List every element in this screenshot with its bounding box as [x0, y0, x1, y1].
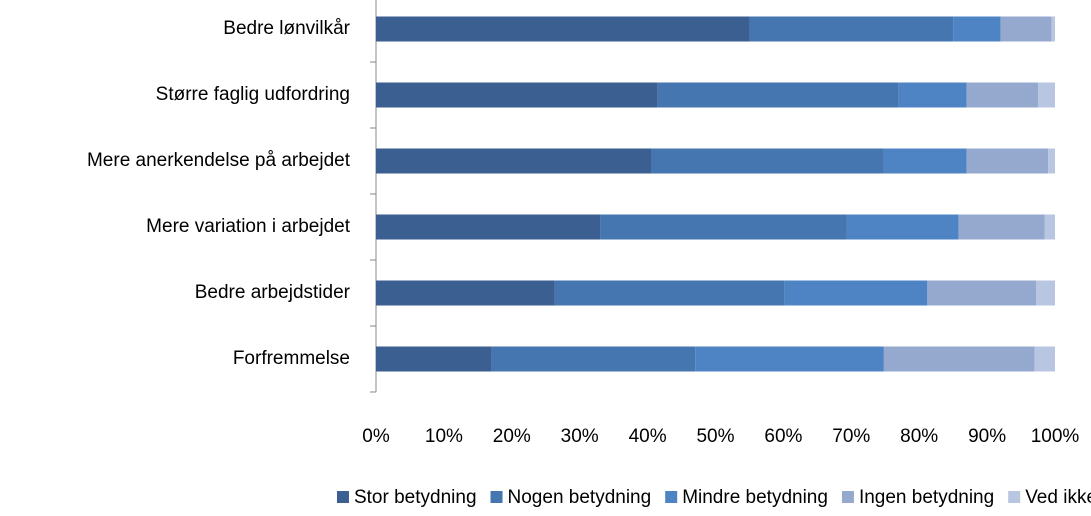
bar-segment [883, 346, 1035, 372]
legend-label: Nogen betydning [508, 487, 652, 508]
y-tick-label: Bedre arbejdstider [195, 282, 351, 303]
bar-segment [1048, 148, 1055, 174]
x-tick-label: 30% [561, 426, 599, 447]
bar-segment [376, 280, 555, 306]
x-tick-label: 20% [493, 426, 531, 447]
x-tick-label: 70% [832, 426, 870, 447]
bar-segment [1034, 346, 1055, 372]
bar-segment [1000, 16, 1052, 42]
bar-segment [1051, 16, 1055, 42]
legend-swatch [490, 491, 503, 503]
y-tick-label: Bedre lønvilkår [223, 18, 350, 39]
bar-segment [846, 214, 959, 240]
x-tick-label: 10% [425, 426, 463, 447]
x-tick-label: 90% [968, 426, 1006, 447]
legend-label: Ved ikke [1025, 487, 1091, 508]
bar-segment [927, 280, 1036, 306]
legend-label: Ingen betydning [859, 487, 994, 508]
bar-segment [695, 346, 884, 372]
y-tick-label: Større faglig udfordring [156, 84, 350, 105]
bar-segment [376, 16, 750, 42]
bar-segment [883, 148, 967, 174]
x-tick-label: 80% [900, 426, 938, 447]
bar-segment [784, 280, 928, 306]
y-tick-label: Mere variation i arbejdet [146, 216, 351, 237]
bar-segment [376, 148, 651, 174]
legend-swatch [336, 491, 349, 503]
bar-segment [1044, 214, 1055, 240]
x-tick-label: 100% [1031, 426, 1080, 447]
bar-segment [376, 82, 658, 108]
bar-segment [966, 82, 1039, 108]
bar-segment [600, 214, 847, 240]
bar-segment [749, 16, 954, 42]
x-tick-label: 40% [629, 426, 667, 447]
bar-segment [376, 346, 492, 372]
bar-segment [898, 82, 967, 108]
bar-segment [650, 148, 884, 174]
legend-swatch [1008, 491, 1021, 503]
bar-segment [1035, 280, 1055, 306]
legend-label: Stor betydning [354, 487, 477, 508]
bar-segment [1038, 82, 1055, 108]
bar-segment [657, 82, 899, 108]
x-tick-label: 60% [764, 426, 802, 447]
y-tick-label: Mere anerkendelse på arbejdet [87, 150, 351, 171]
bar-segment [966, 148, 1049, 174]
legend-swatch [841, 491, 854, 503]
bar-segment [953, 16, 1001, 42]
bar-segment [376, 214, 601, 240]
bar-segment [958, 214, 1045, 240]
x-tick-label: 50% [696, 426, 734, 447]
legend-swatch [665, 491, 678, 503]
bar-segment [554, 280, 785, 306]
x-tick-label: 0% [362, 426, 390, 447]
bar-segment [491, 346, 696, 372]
y-tick-label: Forfremmelse [233, 348, 350, 369]
legend-label: Mindre betydning [682, 487, 828, 508]
